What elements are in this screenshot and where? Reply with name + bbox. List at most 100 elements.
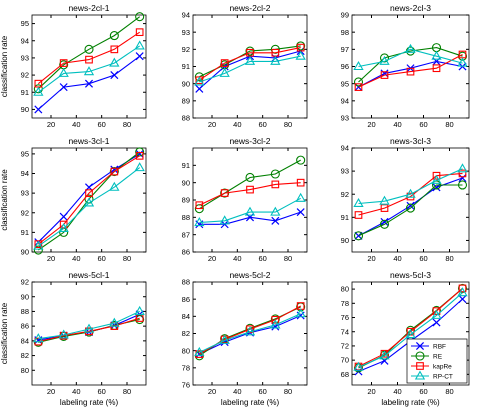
subplot: news-5cl-3 20 40 60 80 68 70 72 74 76 78 80 labeling…: [341, 270, 470, 407]
legend-label: RP-CT: [433, 374, 453, 381]
legend-label: RE: [433, 354, 443, 361]
series-rp-ct: [353, 163, 468, 208]
y-tick-label: 78: [341, 299, 349, 308]
data-point: [405, 203, 416, 213]
data-point: [431, 50, 442, 60]
series-rp-ct: [33, 40, 145, 96]
subplot-title: news-3cl-2: [229, 136, 270, 146]
series-kapre: [34, 28, 144, 88]
series-line: [358, 54, 463, 88]
y-tick-label: 68: [341, 370, 349, 379]
data-point: [85, 55, 93, 64]
plot-area: [192, 147, 308, 253]
data-point: [135, 149, 144, 158]
subplot: news-2cl-2 20 40 60 80 88 89 90 91 92 93 94: [182, 3, 308, 129]
data-point: [219, 67, 230, 77]
data-point: [33, 333, 44, 343]
series-rp-ct: [194, 192, 306, 227]
data-point: [458, 284, 467, 293]
x-tick-label: 60: [258, 254, 266, 263]
data-point: [34, 105, 43, 114]
data-point: [135, 151, 144, 160]
y-tick-label: 90: [182, 178, 190, 187]
data-point: [244, 55, 256, 65]
legend-item: RBF: [411, 341, 446, 351]
data-point: [296, 208, 305, 217]
series-line: [358, 47, 463, 83]
series-rp-ct: [353, 287, 468, 371]
y-tick-label: 92: [21, 278, 29, 287]
data-point: [405, 329, 416, 339]
data-point: [109, 57, 120, 67]
y-tick-label: 97: [341, 45, 349, 54]
data-point: [271, 180, 280, 189]
data-point: [405, 43, 416, 53]
data-point: [134, 162, 145, 172]
data-point: [457, 287, 468, 297]
data-point: [219, 215, 230, 225]
series-line: [358, 48, 463, 68]
data-point: [220, 59, 229, 67]
subplot: news-2cl-1 20 40 60 80 90 91 92 93 94 95 classifica…: [0, 3, 147, 129]
y-axis-label: classification rate: [0, 302, 9, 364]
data-point: [431, 174, 442, 184]
x-axis-label: labeling rate (%): [60, 398, 119, 407]
data-point: [354, 83, 363, 91]
data-point: [271, 216, 280, 225]
data-point: [379, 219, 390, 229]
y-tick-label: 89: [182, 96, 190, 105]
data-point: [246, 185, 254, 194]
series-line: [199, 55, 301, 83]
series-rbf: [34, 52, 144, 114]
data-point: [458, 295, 467, 304]
data-point: [83, 197, 95, 207]
series-line: [37, 16, 141, 90]
data-point: [406, 201, 415, 210]
y-tick-label: 82: [182, 329, 190, 338]
y-tick-label: 96: [341, 62, 349, 71]
series-line: [37, 167, 141, 247]
series-line: [37, 45, 141, 93]
data-point: [244, 206, 256, 216]
y-tick-label: 87: [182, 230, 190, 239]
data-point: [194, 346, 205, 356]
series-rp-ct: [194, 308, 306, 356]
legend: RBF RE kapRe RP-CT: [406, 338, 468, 384]
subplot: news-3cl-1 20 40 60 80 90 91 92 93 94 95 classifica…: [0, 136, 147, 263]
x-tick-label: 20: [367, 120, 375, 129]
x-tick-label: 40: [393, 254, 401, 263]
y-tick-label: 95: [21, 149, 29, 158]
y-tick-label: 93: [341, 114, 349, 123]
series-line: [37, 31, 141, 85]
data-point: [245, 172, 255, 183]
subplot: news-3cl-2 20 40 60 80 86 87 88 89 90 91: [182, 136, 308, 263]
y-tick-label: 90: [182, 79, 190, 88]
data-point: [458, 174, 467, 183]
x-tick-label: 60: [419, 254, 427, 263]
y-tick-label: 91: [182, 161, 190, 170]
y-tick-label: 80: [341, 285, 349, 294]
plot-area: [192, 281, 308, 386]
data-point: [59, 212, 68, 221]
y-tick-label: 95: [341, 79, 349, 88]
y-tick-label: 93: [182, 28, 190, 37]
data-point: [194, 217, 205, 227]
x-tick-label: 60: [419, 387, 427, 396]
subplot-title: news-5cl-3: [390, 270, 431, 280]
data-point: [295, 50, 306, 60]
data-point: [33, 240, 44, 250]
legend-marker: [416, 362, 424, 370]
x-tick-label: 80: [123, 387, 131, 396]
data-point: [135, 52, 144, 61]
y-tick-label: 91: [182, 62, 190, 71]
y-tick-label: 86: [21, 322, 29, 331]
data-point: [353, 361, 364, 371]
plot-area: [31, 281, 147, 386]
y-tick-label: 98: [341, 28, 349, 37]
x-tick-label: 60: [419, 120, 427, 129]
subplot-title: news-2cl-2: [229, 3, 270, 13]
data-point: [84, 79, 94, 88]
plot-area: [31, 147, 147, 253]
data-point: [220, 189, 229, 197]
y-tick-label: 94: [341, 144, 349, 153]
